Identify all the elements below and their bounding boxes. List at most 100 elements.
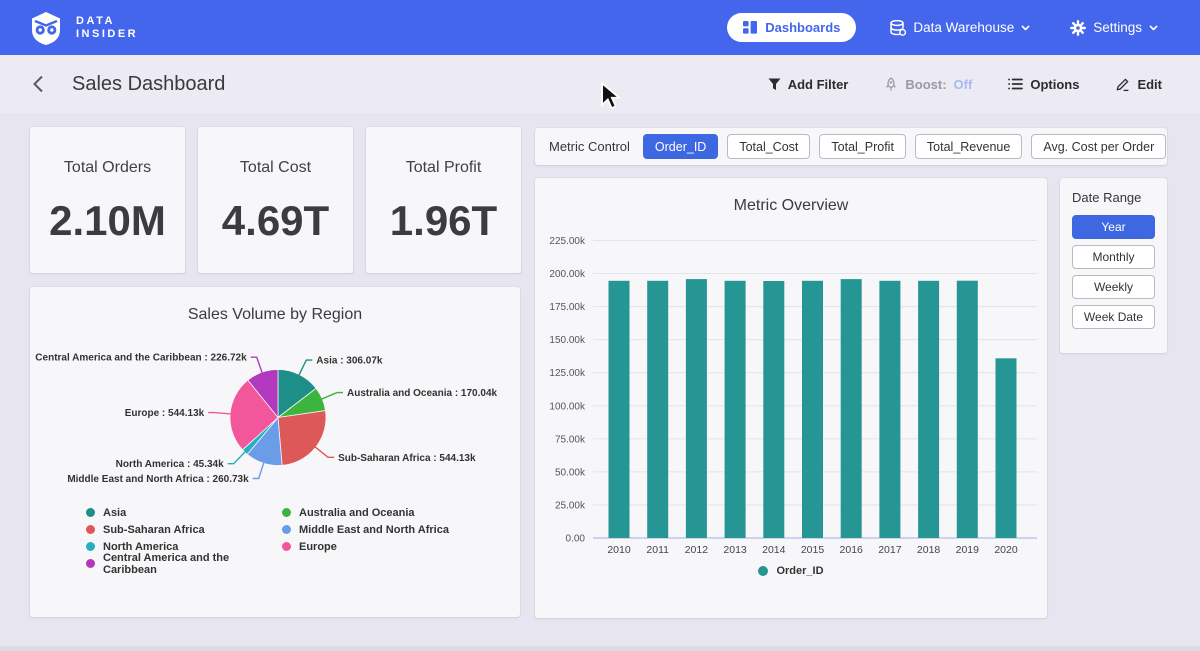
settings-button[interactable]: Settings (1064, 19, 1164, 37)
legend-dot (282, 542, 291, 551)
data-warehouse-label: Data Warehouse (913, 20, 1014, 35)
page-header: Sales Dashboard Add Filter Boost: Off (0, 55, 1200, 113)
legend-dot (282, 525, 291, 534)
top-nav: DATA INSIDER Dashboards D (0, 0, 1200, 55)
metric-option-total-cost[interactable]: Total_Cost (727, 134, 810, 159)
legend-label: Europe (299, 541, 337, 553)
gear-icon (1070, 20, 1086, 36)
pie-label-middle-east-and-north-africa: Middle East and North Africa : 260.73k (67, 474, 249, 485)
options-button[interactable]: Options (1002, 76, 1085, 93)
pie-chart[interactable]: Asia : 306.07kAustralia and Oceania : 17… (30, 332, 520, 504)
bar-legend: Order_ID (535, 565, 1047, 577)
legend-dot (282, 508, 291, 517)
bar-2010[interactable] (609, 281, 630, 538)
dashboards-button[interactable]: Dashboards (727, 13, 856, 42)
date-range-option-year[interactable]: Year (1072, 215, 1155, 239)
chevron-down-icon (1021, 25, 1030, 31)
legend-label: Order_ID (776, 565, 823, 577)
back-button[interactable] (26, 74, 50, 94)
add-filter-label: Add Filter (788, 77, 849, 92)
dashboards-grid-icon (743, 21, 757, 34)
pie-label-central-america-and-the-caribbean: Central America and the Caribbean : 226.… (35, 353, 247, 364)
kpi-card-total-orders: Total Orders 2.10M (30, 127, 185, 273)
metric-option-order-id[interactable]: Order_ID (643, 134, 718, 159)
pie-legend-item-sub-saharan-africa[interactable]: Sub-Saharan Africa (86, 521, 282, 538)
metric-control-bar: Metric Control Order_ID Total_Cost Total_P… (535, 128, 1167, 165)
options-label: Options (1030, 77, 1079, 92)
y-tick-label: 175.00k (549, 302, 586, 313)
pie-slice-sub-saharan-africa[interactable] (278, 411, 326, 466)
pie-label-connector (315, 447, 334, 458)
boost-toggle[interactable]: Boost: Off (878, 76, 978, 93)
bar-2011[interactable] (647, 281, 668, 538)
kpi-value: 4.69T (222, 197, 329, 245)
bar-2015[interactable] (802, 281, 823, 538)
pencil-icon (1115, 77, 1130, 92)
bar-2014[interactable] (763, 281, 784, 538)
pie-label-connector (253, 462, 264, 478)
bar-2016[interactable] (841, 279, 862, 538)
y-tick-label: 75.00k (555, 434, 586, 445)
x-tick-label: 2017 (878, 544, 902, 556)
pie-legend-item-central-america-and-the-caribbean[interactable]: Central America and the Caribbean (86, 555, 282, 572)
legend-dot (86, 559, 95, 568)
pie-label-north-america: North America : 45.34k (116, 459, 224, 470)
list-options-icon (1008, 78, 1023, 90)
date-range-option-weekly[interactable]: Weekly (1072, 275, 1155, 299)
bottom-edge (0, 646, 1200, 651)
x-tick-label: 2014 (762, 544, 786, 556)
pie-legend-item-asia[interactable]: Asia (86, 504, 282, 521)
chevron-down-icon (1149, 25, 1158, 31)
date-range-label: Date Range (1072, 190, 1155, 205)
bar-2019[interactable] (957, 281, 978, 538)
legend-dot (86, 508, 95, 517)
bar-2012[interactable] (686, 279, 707, 538)
database-icon (890, 20, 906, 36)
settings-label: Settings (1093, 20, 1142, 35)
y-tick-label: 0.00 (566, 534, 586, 545)
y-tick-label: 200.00k (549, 269, 586, 280)
y-tick-label: 150.00k (549, 335, 586, 346)
edit-button[interactable]: Edit (1109, 76, 1168, 93)
dashboards-label: Dashboards (765, 20, 840, 35)
metric-control-label: Metric Control (549, 139, 630, 154)
bar-chart[interactable]: 0.0025.00k50.00k75.00k100.00k125.00k150.… (535, 227, 1047, 563)
bar-legend-item-order-id[interactable]: Order_ID (758, 565, 823, 577)
page-title: Sales Dashboard (72, 73, 225, 96)
bar-2013[interactable] (725, 281, 746, 538)
metric-option-total-revenue[interactable]: Total_Revenue (915, 134, 1022, 159)
pie-label-connector (321, 393, 343, 400)
pie-label-connector (251, 357, 263, 373)
metric-option-total-profit[interactable]: Total_Profit (819, 134, 906, 159)
kpi-card-total-profit: Total Profit 1.96T (366, 127, 521, 273)
date-range-option-week-date[interactable]: Week Date (1072, 305, 1155, 329)
pie-label-connector (208, 413, 231, 414)
data-warehouse-button[interactable]: Data Warehouse (884, 19, 1036, 37)
kpi-label: Total Profit (406, 159, 482, 177)
bar-2018[interactable] (918, 281, 939, 538)
brand-name: DATA INSIDER (76, 15, 138, 41)
filter-funnel-icon (768, 78, 781, 91)
pie-chart-title: Sales Volume by Region (30, 287, 520, 324)
brand-logo[interactable]: DATA INSIDER (28, 10, 138, 46)
add-filter-button[interactable]: Add Filter (762, 76, 855, 93)
x-tick-label: 2018 (917, 544, 941, 556)
bar-2017[interactable] (879, 281, 900, 538)
kpi-label: Total Cost (240, 159, 311, 177)
bar-chart-title: Metric Overview (535, 178, 1047, 215)
pie-legend-item-middle-east-and-north-africa[interactable]: Middle East and North Africa (282, 521, 478, 538)
pie-legend-item-australia-and-oceania[interactable]: Australia and Oceania (282, 504, 478, 521)
pie-legend-item-europe[interactable]: Europe (282, 538, 478, 555)
kpi-value: 1.96T (390, 197, 497, 245)
x-tick-label: 2010 (607, 544, 631, 556)
x-tick-label: 2011 (646, 544, 669, 556)
legend-label: Australia and Oceania (299, 507, 415, 519)
legend-label: Asia (103, 507, 126, 519)
x-tick-label: 2019 (956, 544, 980, 556)
bar-2020[interactable] (996, 358, 1017, 538)
metric-option-avg-cost-per-order[interactable]: Avg. Cost per Order (1031, 134, 1166, 159)
kpi-value: 2.10M (49, 197, 166, 245)
y-tick-label: 25.00k (555, 500, 586, 511)
date-range-option-monthly[interactable]: Monthly (1072, 245, 1155, 269)
legend-label: Middle East and North Africa (299, 524, 449, 536)
